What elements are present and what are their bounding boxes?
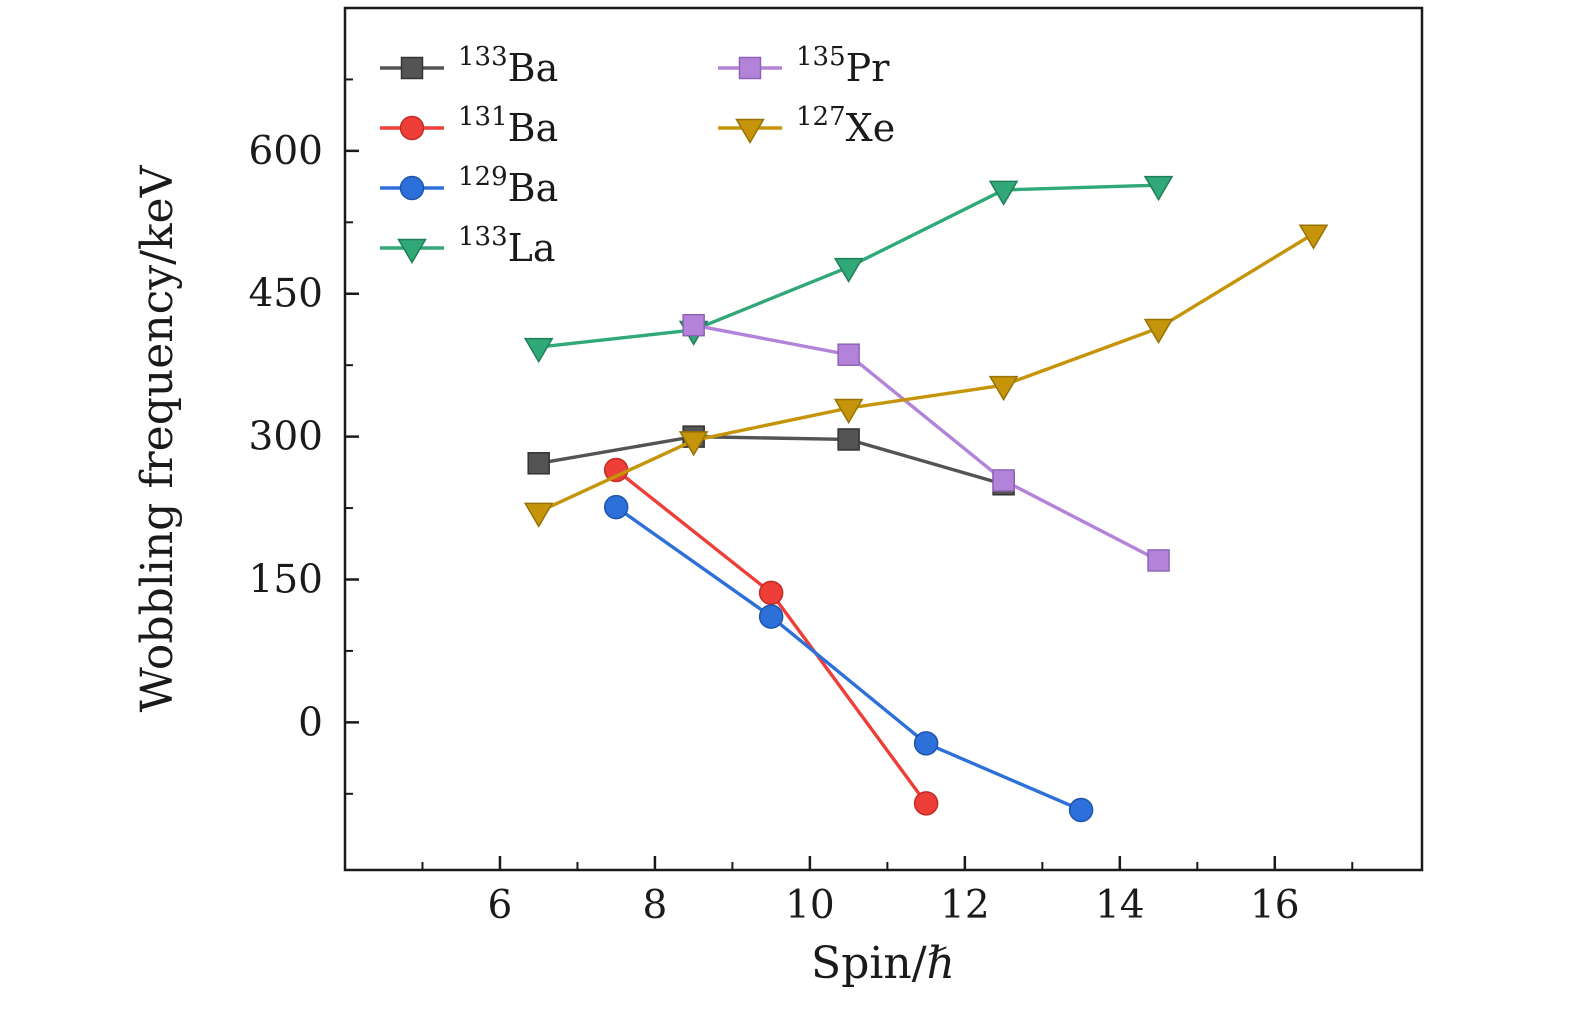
square-marker-135Pr — [837, 343, 860, 366]
circle-marker-131Ba — [399, 115, 425, 141]
square-marker-135Pr — [992, 469, 1015, 492]
plot-frame — [343, 6, 1424, 872]
legend-label-127Xe: 127Xe — [796, 102, 895, 150]
x-tick-label: 12 — [940, 883, 990, 928]
circle-marker-129Ba — [913, 731, 939, 756]
x-tick-label: 6 — [488, 883, 513, 928]
x-tick-label: 14 — [1095, 883, 1145, 928]
triangle-down-marker-127Xe — [988, 375, 1019, 402]
y-tick-label: 300 — [249, 415, 323, 460]
series-line-127Xe — [537, 232, 1316, 514]
square-marker-133Ba — [400, 56, 424, 80]
triangle-down-marker-133La — [988, 180, 1019, 206]
legend-entry-135Pr: 135Pr — [718, 42, 890, 90]
y-tick-label: 450 — [249, 272, 323, 317]
circle-marker-129Ba — [758, 604, 784, 629]
series-135Pr — [682, 313, 1170, 572]
circle-marker-131Ba — [913, 791, 939, 816]
triangle-down-marker-127Xe — [833, 398, 864, 425]
y-tick-label: 0 — [298, 700, 323, 745]
series-127Xe — [523, 224, 1329, 528]
square-marker-133Ba — [527, 452, 550, 475]
legend-entry-131Ba: 131Ba — [380, 102, 558, 150]
legend-label-129Ba: 129Ba — [458, 162, 558, 210]
triangle-down-marker-127Xe — [678, 431, 709, 457]
triangle-down-marker-127Xe — [523, 502, 554, 528]
series-line-133Ba — [537, 434, 1006, 486]
series-group — [523, 175, 1329, 823]
y-tick-label: 600 — [249, 129, 323, 174]
legend: 133Ba 131Ba 129Ba 133La 135Pr 127Xe — [380, 42, 895, 270]
y-axis-label: Wobbling frequency/keV — [132, 164, 183, 712]
series-line-135Pr — [691, 323, 1161, 563]
x-tick-label: 8 — [643, 883, 668, 928]
x-axis-label: Spin/ℏ — [811, 938, 955, 989]
triangle-down-marker-133La — [833, 257, 864, 284]
legend-entry-133Ba: 133Ba — [380, 42, 558, 90]
triangle-down-marker-127Xe — [1298, 224, 1329, 250]
triangle-down-marker-133La — [397, 238, 427, 264]
legend-label-131Ba: 131Ba — [458, 102, 558, 150]
circle-marker-129Ba — [1068, 797, 1094, 823]
legend-entry-133La: 133La — [380, 222, 556, 270]
circle-marker-129Ba — [399, 175, 425, 201]
series-131Ba — [603, 457, 939, 816]
square-marker-133Ba — [837, 428, 860, 451]
triangle-down-marker-127Xe — [735, 118, 765, 144]
square-marker-135Pr — [738, 56, 762, 80]
circle-marker-131Ba — [758, 580, 784, 606]
square-marker-135Pr — [682, 313, 705, 337]
legend-label-133Ba: 133Ba — [458, 42, 558, 90]
triangle-down-marker-127Xe — [1143, 318, 1174, 345]
x-tick-label: 10 — [785, 883, 835, 928]
series-129Ba — [603, 494, 1094, 823]
legend-entry-129Ba: 129Ba — [380, 162, 558, 210]
y-tick-label: 150 — [249, 557, 323, 602]
series-line-131Ba — [614, 468, 928, 806]
series-line-129Ba — [614, 505, 1083, 812]
series-133La — [523, 175, 1174, 364]
legend-label-135Pr: 135Pr — [796, 42, 890, 90]
triangle-down-marker-133La — [523, 337, 554, 364]
axes: 6 8 10 12 14 16 0 150 300 450 600 — [249, 78, 1354, 928]
x-tick-label: 16 — [1250, 883, 1300, 928]
legend-entry-127Xe: 127Xe — [718, 102, 895, 150]
triangle-down-marker-133La — [1143, 175, 1174, 202]
square-marker-135Pr — [1147, 549, 1170, 572]
legend-label-133La: 133La — [458, 222, 556, 270]
circle-marker-129Ba — [603, 494, 629, 520]
